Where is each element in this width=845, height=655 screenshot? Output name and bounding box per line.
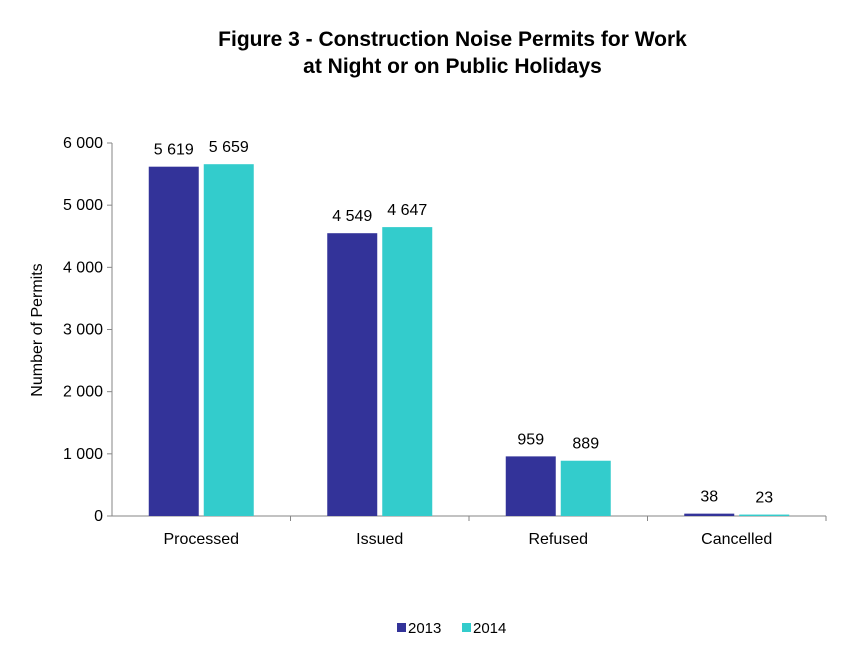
chart-title-line-2: at Night or on Public Holidays (303, 55, 602, 78)
data-label: 959 (517, 431, 544, 448)
bar-2014-issued (382, 227, 433, 516)
x-tick-label: Refused (528, 531, 588, 548)
bar-2013-cancelled (684, 513, 735, 516)
x-tick-label: Issued (356, 531, 403, 548)
bar-2013-processed (148, 166, 199, 517)
x-tick-label: Processed (163, 531, 239, 548)
data-label: 889 (572, 436, 599, 453)
y-tick-label: 5 000 (63, 197, 103, 214)
legend-swatch-2013 (397, 623, 406, 632)
y-tick-label: 4 000 (63, 259, 103, 276)
y-tick-label: 3 000 (63, 322, 103, 339)
data-label: 5 659 (209, 139, 249, 156)
bar-2013-refused (505, 456, 556, 516)
data-label: 4 647 (387, 202, 427, 219)
x-tick-label: Cancelled (701, 531, 772, 548)
data-label: 5 619 (154, 142, 194, 159)
chart-title-line-1: Figure 3 - Construction Noise Permits fo… (218, 28, 687, 51)
y-axis-label: Number of Permits (29, 263, 46, 396)
data-label: 38 (700, 489, 718, 506)
data-label: 4 549 (332, 208, 372, 225)
bar-2013-issued (327, 233, 378, 516)
y-tick-label: 2 000 (63, 384, 103, 401)
y-tick-label: 6 000 (63, 135, 103, 152)
data-label: 23 (755, 490, 773, 507)
bar-2014-cancelled (739, 514, 790, 516)
legend-label: 2013 (408, 620, 441, 637)
bar-2014-refused (560, 460, 611, 516)
y-tick-label: 0 (94, 508, 103, 525)
legend-label: 2014 (473, 620, 506, 637)
y-tick-label: 1 000 (63, 446, 103, 463)
bar-2014-processed (203, 164, 254, 516)
legend-swatch-2014 (462, 623, 471, 632)
